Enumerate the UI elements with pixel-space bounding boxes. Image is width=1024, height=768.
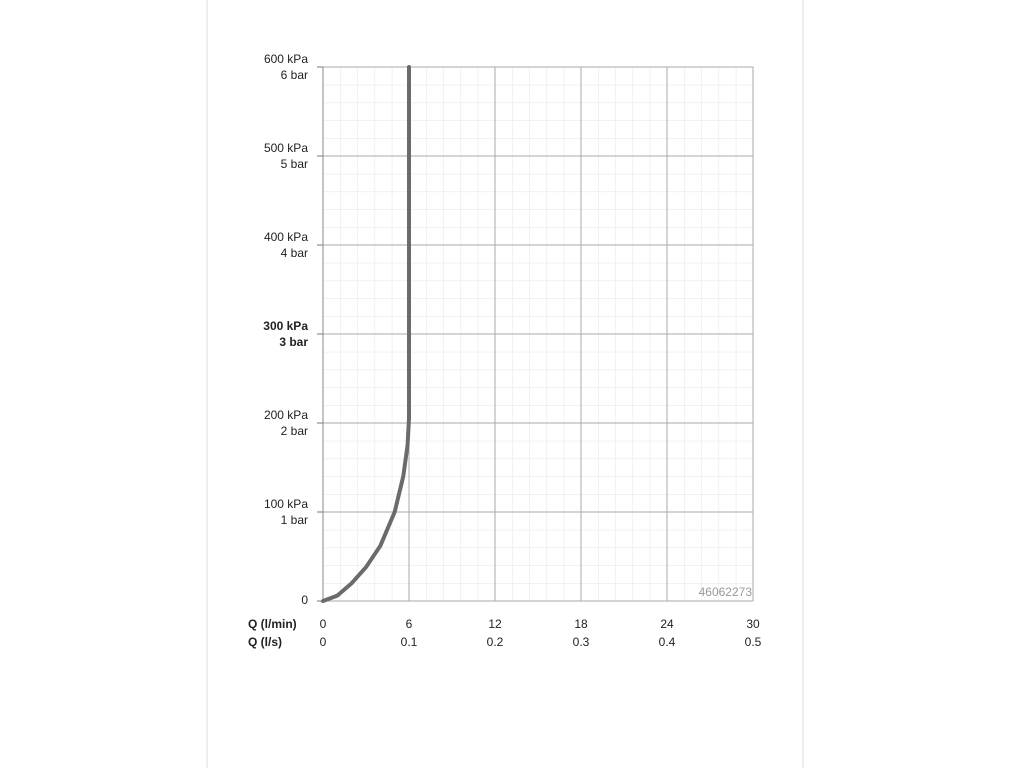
y-tick-label: 400 kPa (264, 230, 308, 244)
y2-tick-label: 2 bar (281, 424, 308, 438)
x2-tick-label: 0.1 (401, 635, 418, 649)
x2-tick-label: 0 (320, 635, 327, 649)
x-tick-label: 0 (320, 617, 327, 631)
x-axis-title: Q (l/min) (248, 617, 297, 631)
x-tick-label: 30 (746, 617, 760, 631)
flow-curve (321, 65, 411, 603)
y2-tick-label: 4 bar (281, 246, 308, 260)
y-tick-label: 200 kPa (264, 408, 308, 422)
x2-tick-label: 0.5 (745, 635, 762, 649)
x2-tick-label: 0.2 (487, 635, 504, 649)
y-tick-label: 100 kPa (264, 497, 308, 511)
x2-tick-label: 0.4 (659, 635, 676, 649)
y2-tick-label: 1 bar (281, 513, 308, 527)
x2-axis-title: Q (l/s) (248, 635, 282, 649)
y2-tick-label: 3 bar (279, 335, 308, 349)
x2-tick-label: 0.3 (573, 635, 590, 649)
x-tick-label: 24 (660, 617, 674, 631)
x-tick-label: 18 (574, 617, 588, 631)
x-tick-label: 6 (406, 617, 413, 631)
watermark: 46062273 (699, 585, 753, 599)
y-tick-label: 600 kPa (264, 52, 308, 66)
y-tick-label: 0 (301, 593, 308, 607)
y-tick-label: 500 kPa (264, 141, 308, 155)
y2-tick-label: 5 bar (281, 157, 308, 171)
y-tick-label: 300 kPa (263, 319, 308, 333)
x-tick-label: 12 (488, 617, 502, 631)
y2-tick-label: 6 bar (281, 68, 308, 82)
